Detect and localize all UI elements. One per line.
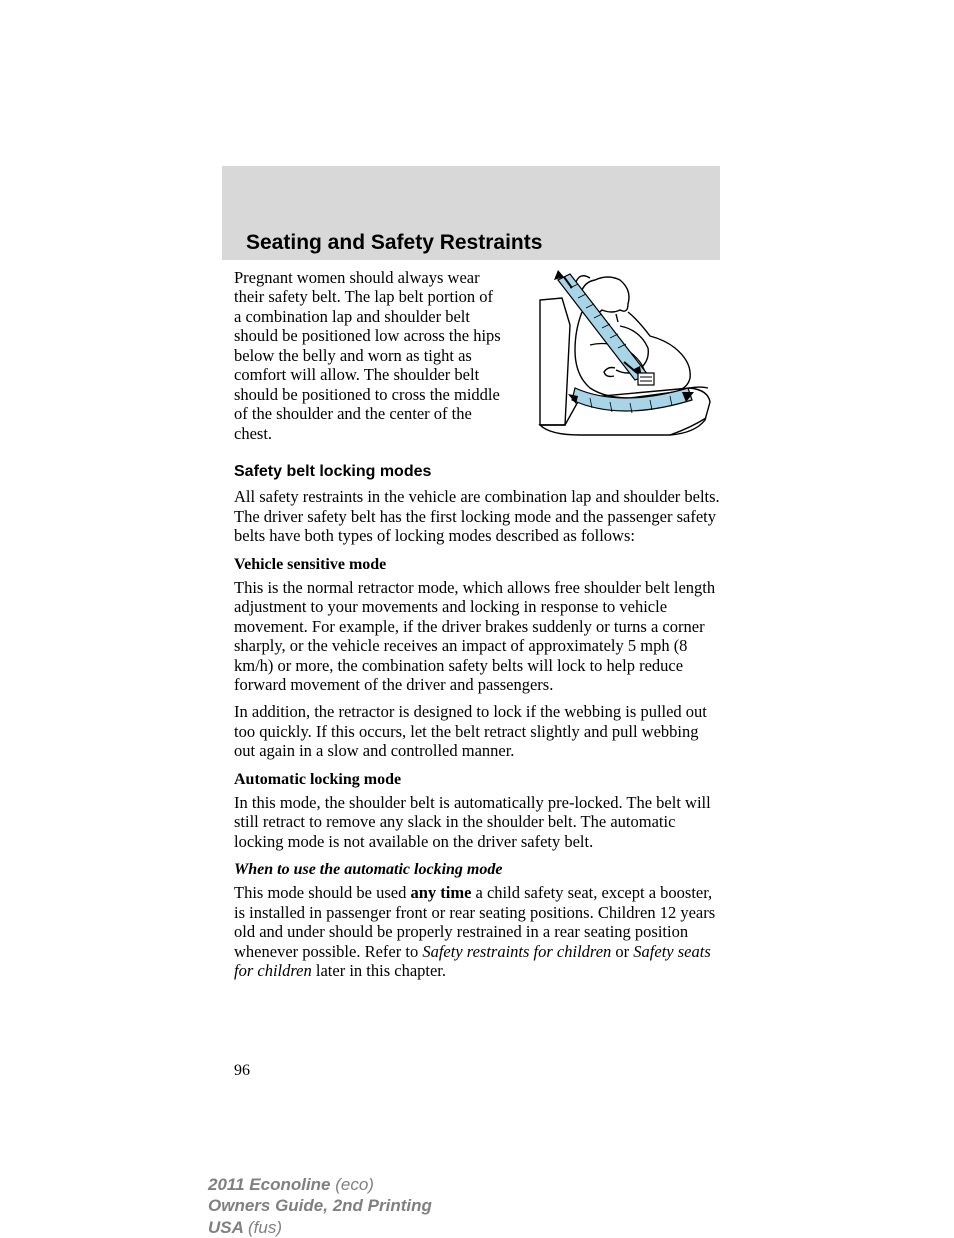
seatbelt-illustration-svg — [520, 270, 720, 440]
vehicle-sensitive-para1: This is the normal retractor mode, which… — [234, 578, 720, 695]
intro-paragraph: Pregnant women should always wear their … — [234, 268, 504, 443]
heading-vehicle-sensitive: Vehicle sensitive mode — [234, 556, 720, 574]
page-number: 96 — [234, 1062, 250, 1080]
footer-region: USA — [208, 1218, 248, 1237]
automatic-para1: In this mode, the shoulder belt is autom… — [234, 793, 720, 851]
vehicle-sensitive-para2: In addition, the retractor is designed t… — [234, 702, 720, 760]
when-use-pre: This mode should be used — [234, 883, 410, 902]
footer-code2: (fus) — [248, 1218, 282, 1237]
heading-automatic: Automatic locking mode — [234, 771, 720, 789]
heading-locking-modes: Safety belt locking modes — [234, 463, 720, 481]
footer-code1: (eco) — [335, 1175, 374, 1194]
footer-line2: Owners Guide, 2nd Printing — [208, 1195, 432, 1216]
intro-section: Pregnant women should always wear their … — [234, 268, 720, 443]
content-area: Pregnant women should always wear their … — [234, 268, 720, 989]
footer-line1: 2011 Econoline (eco) — [208, 1174, 432, 1195]
when-use-end: later in this chapter. — [312, 961, 446, 980]
when-use-ital1: Safety restraints for children — [422, 942, 611, 961]
pregnant-seatbelt-figure — [520, 270, 720, 440]
footer-model: 2011 Econoline — [208, 1175, 335, 1194]
page-title: Seating and Safety Restraints — [246, 231, 542, 255]
when-use-or: or — [611, 942, 633, 961]
when-use-bold: any time — [410, 883, 471, 902]
locking-modes-para: All safety restraints in the vehicle are… — [234, 487, 720, 545]
when-use-para: This mode should be used any time a chil… — [234, 883, 720, 980]
footer: 2011 Econoline (eco) Owners Guide, 2nd P… — [208, 1174, 432, 1238]
heading-when-use: When to use the automatic locking mode — [234, 861, 720, 879]
